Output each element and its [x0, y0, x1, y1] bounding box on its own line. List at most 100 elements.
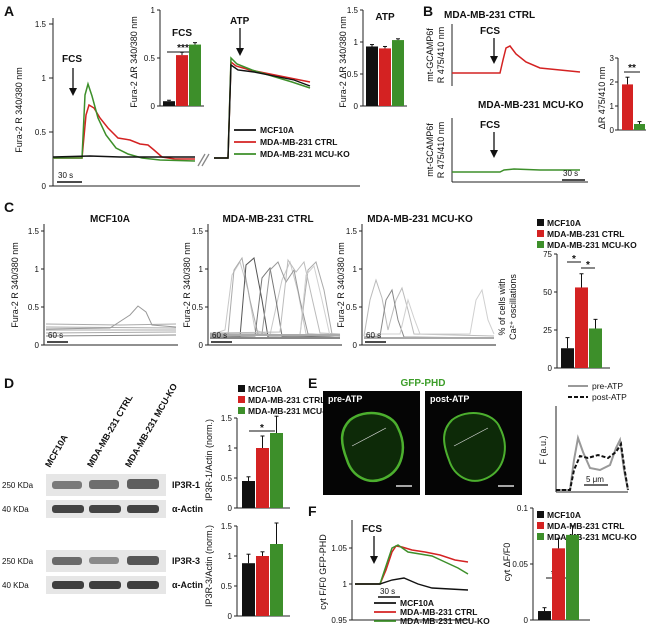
d-bar2-ylabel: IP3R-3/Actin (norm.) — [204, 525, 214, 607]
legend-ko: MDA-MB-231 MCU-KO — [547, 240, 637, 250]
d-band — [127, 505, 159, 513]
bar-c-1 — [575, 287, 588, 368]
e-pre-label: pre-ATP — [328, 394, 362, 404]
a-inset-fcs-ytick: 0 — [151, 102, 156, 111]
f-bar-legend: MCF10A MDA-MB-231 CTRL MDA-MB-231 MCU-KO — [537, 510, 637, 542]
b-scale-label: 30 s — [563, 169, 578, 178]
bar-a-fcs-1 — [176, 55, 188, 106]
f-bar-ytick: 0 — [524, 616, 529, 625]
d-bar2-ytick: 1.5 — [221, 522, 233, 531]
d-bar1-ytick: 1.5 — [221, 414, 233, 423]
legend-mcf10a: MCF10A — [248, 384, 282, 394]
a-inset-fcs-ytick: 0.5 — [144, 54, 156, 63]
c-ytick: 1.5 — [192, 227, 204, 236]
d-band — [52, 557, 82, 565]
bar-d-ip3r1-1 — [256, 448, 269, 508]
b-ylabel-ko-2: R 475/410 nm — [436, 122, 446, 179]
a-inset-atp-ytick: 1.5 — [347, 6, 359, 15]
a-trace-mcf10a — [52, 155, 195, 158]
f-legend: MCF10A MDA-MB-231 CTRL MDA-MB-231 MCU-KO — [374, 598, 490, 626]
a-atp-label: ATP — [230, 16, 250, 27]
b-title-ctrl: MDA-MB-231 CTRL — [444, 10, 535, 21]
a-ytick: 0.5 — [35, 128, 47, 137]
b-bar-ylabel: ΔR 475/410 nm — [597, 67, 607, 130]
d-band — [127, 556, 159, 565]
a-scale-label: 30 s — [58, 171, 73, 180]
d-band — [89, 581, 121, 589]
panel-label-e: E — [308, 375, 317, 391]
c-yticks-1: 0 0.5 1 1.5 — [28, 227, 44, 350]
c-ytick: 0 — [199, 341, 204, 350]
legend-ko: MDA-MB-231 MCU-KO — [248, 406, 338, 416]
a-inset-atp-ytick: 0.5 — [347, 70, 359, 79]
d-mw-1: 250 KDa — [2, 481, 34, 490]
bar-a-atp-1 — [379, 48, 391, 106]
c-legend: MCF10A MDA-MB-231 CTRL MDA-MB-231 MCU-KO — [537, 218, 637, 250]
legend-ko: MDA-MB-231 MCU-KO — [260, 149, 350, 159]
c-yticks-3: 0 0.5 1 1.5 — [346, 227, 362, 350]
c-traces-ctrl — [209, 256, 341, 339]
c-title-2: MDA-MB-231 CTRL — [222, 214, 313, 225]
bar-f-2 — [566, 534, 579, 620]
f-ytick: 1 — [343, 580, 348, 589]
b-trace-ctrl — [452, 45, 581, 74]
d-bar2-bars — [242, 522, 283, 616]
d-band — [52, 481, 82, 489]
panel-label-f: F — [308, 503, 317, 519]
c-title-3: MDA-MB-231 MCU-KO — [367, 214, 473, 225]
d-band — [89, 557, 119, 564]
a-fcs-label: FCS — [62, 54, 82, 65]
b-ylabel-ctrl-1: mt-GCAMP6f — [425, 28, 435, 82]
bar-d-ip3r1-2 — [270, 433, 283, 508]
d-bar1-ytick: 1 — [228, 444, 233, 453]
c-ytick: 1 — [353, 265, 358, 274]
c-ytick: 1.5 — [346, 227, 358, 236]
legend-ko: MDA-MB-231 MCU-KO — [547, 532, 637, 542]
e-legend-pre: pre-ATP — [592, 381, 623, 391]
legend-ko: MDA-MB-231 MCU-KO — [400, 616, 490, 626]
c-title-1: MCF10A — [90, 214, 130, 225]
d-lane-1: MCF10A — [43, 432, 70, 469]
f-bar-ytick: 0.05 — [512, 560, 528, 569]
c-traces-mcf10a — [45, 305, 177, 337]
f-bar-ytick: 0.1 — [517, 504, 529, 513]
a-inset-atp-ytick: 1 — [354, 38, 359, 47]
c-ylabel-3: Fura-2 R 340/380 nm — [336, 242, 346, 328]
d-legend: MCF10A MDA-MB-231 CTRL MDA-MB-231 MCU-KO — [238, 384, 338, 416]
bar-f-0 — [538, 611, 551, 620]
c-ylabel-1: Fura-2 R 340/380 nm — [10, 242, 20, 328]
a-ytick: 0 — [42, 182, 47, 191]
legend-ctrl: MDA-MB-231 CTRL — [260, 137, 337, 147]
a-inset-atp-ytick: 0 — [354, 102, 359, 111]
d-mw-3: 250 KDa — [2, 557, 34, 566]
c-ytick: 1 — [35, 265, 40, 274]
b-ylabel-ko-1: mt-GCAMP6f — [425, 123, 435, 177]
c-bar-ytick: 0 — [548, 364, 553, 373]
b-bar-ytick: 3 — [610, 54, 615, 63]
legend-ctrl: MDA-MB-231 CTRL — [547, 229, 624, 239]
a-ytick: 1 — [42, 74, 47, 83]
e-post-label: post-ATP — [430, 394, 469, 404]
f-trace-ko — [355, 544, 469, 585]
d-band — [52, 581, 84, 589]
a-inset-fcs-title: FCS — [172, 28, 192, 39]
e-cell-pre — [340, 411, 405, 483]
a-inset-fcs-ylabel: Fura-2 ΔR 340/380 nm — [129, 16, 139, 108]
panel-label-b: B — [423, 3, 433, 19]
a-inset-atp-ylabel: Fura-2 ΔR 340/380 nm — [338, 16, 348, 108]
b-bar-ytick: 0 — [610, 126, 615, 135]
b-bars — [622, 76, 645, 130]
e-ylabel: F (a.u.) — [538, 435, 548, 464]
c-ytick: 0.5 — [346, 303, 358, 312]
a-legend: MCF10A MDA-MB-231 CTRL MDA-MB-231 MCU-KO — [234, 125, 350, 159]
b-title-ko: MDA-MB-231 MCU-KO — [478, 100, 584, 111]
a-yticks: 0 0.5 1 1.5 — [35, 20, 53, 191]
d-band — [127, 479, 159, 489]
bar-d-ip3r1-0 — [242, 481, 255, 508]
c-scale-label-3: 60 s — [366, 331, 381, 340]
d-bar1-ytick: 0 — [228, 504, 233, 513]
c-ytick: 1 — [199, 265, 204, 274]
e-legend-post: post-ATP — [592, 392, 627, 402]
d-band — [89, 505, 121, 513]
